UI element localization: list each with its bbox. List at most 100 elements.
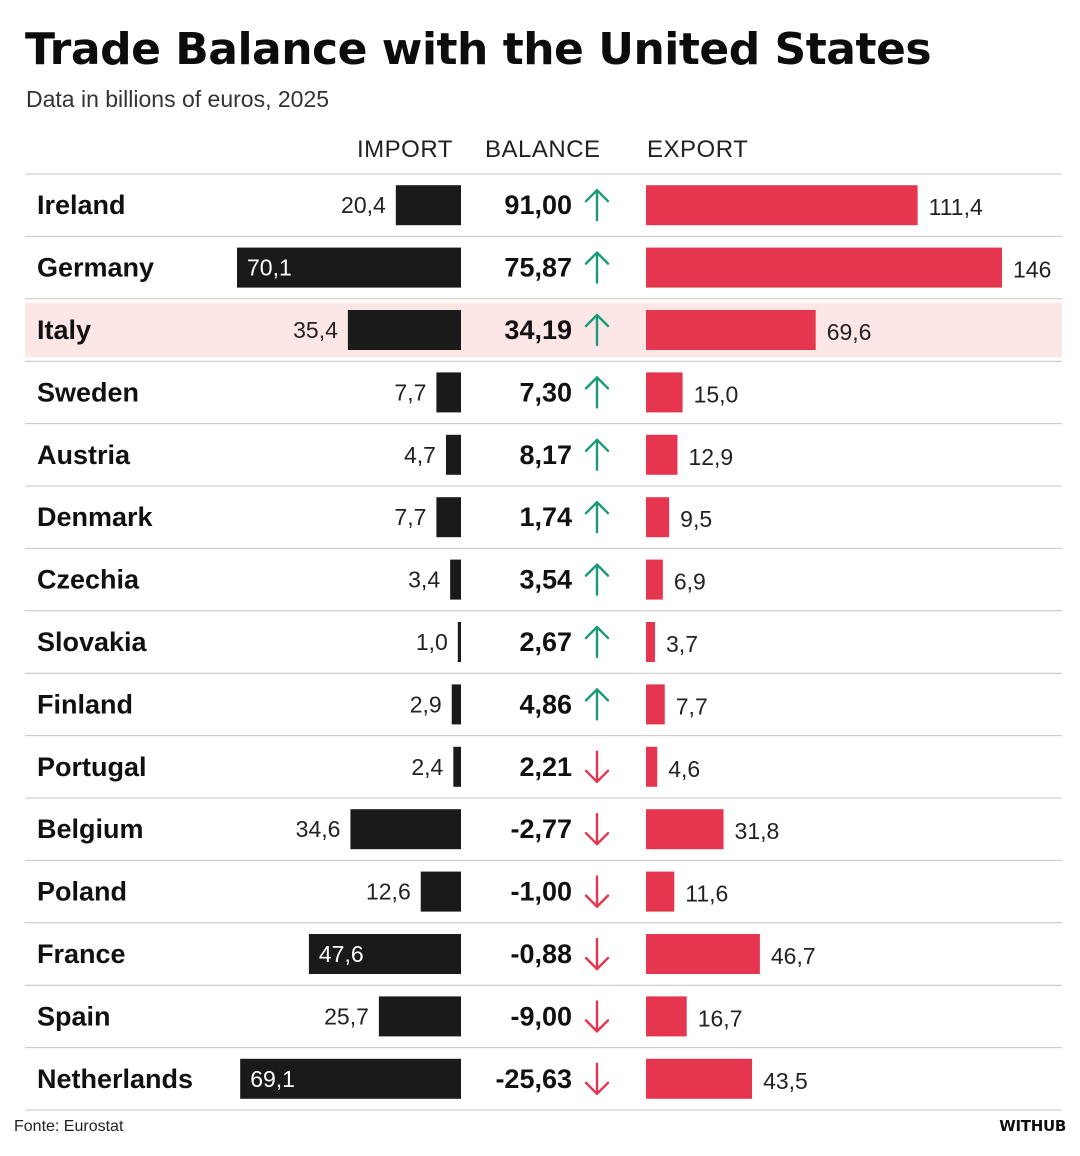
- balance-value-label: 91,00: [504, 190, 572, 220]
- arrow-head: [584, 688, 610, 702]
- export-bar: [646, 622, 656, 662]
- import-value-label: 12,6: [366, 879, 411, 905]
- export-value-label: 146: [1013, 257, 1051, 283]
- import-value-label: 2,4: [411, 754, 443, 780]
- country-label: Czechia: [37, 565, 140, 595]
- balance-value-label: 3,54: [519, 565, 572, 595]
- import-bar: [457, 622, 461, 662]
- export-value-label: 11,6: [685, 881, 728, 907]
- import-value-label: 34,6: [296, 816, 341, 842]
- column-header-balance: BALANCE: [485, 136, 601, 163]
- balance-value-label: -1,00: [510, 877, 572, 907]
- import-bar: [308, 934, 461, 974]
- import-bar: [378, 996, 461, 1037]
- import-value-label: 2,9: [410, 691, 442, 717]
- export-value-label: 6,9: [674, 569, 706, 595]
- import-value-label: 35,4: [293, 317, 338, 343]
- import-value-label: 4,7: [404, 442, 436, 468]
- source-note: Fonte: Eurostat: [14, 1118, 124, 1135]
- chart-title: Trade Balance with the United States: [25, 24, 932, 75]
- import-value-label: 7,7: [394, 379, 426, 405]
- arrow-head: [584, 1019, 610, 1033]
- import-bar: [436, 372, 461, 413]
- export-bar: [646, 310, 816, 350]
- country-label: Austria: [37, 440, 131, 470]
- export-bar: [646, 1058, 753, 1099]
- import-bar: [240, 1058, 461, 1099]
- export-value-label: 46,7: [771, 943, 816, 969]
- export-value-label: 9,5: [680, 506, 712, 532]
- arrow-head: [584, 625, 610, 640]
- arrow-down-icon: [584, 875, 610, 908]
- arrow-head: [584, 563, 610, 577]
- arrow-head: [584, 769, 610, 783]
- balance-value-label: -0,88: [510, 939, 572, 969]
- export-bar: [646, 247, 1002, 288]
- export-value-label: 16,7: [698, 1005, 743, 1031]
- column-header-export: EXPORT: [647, 136, 749, 163]
- import-value-label: 1,0: [416, 629, 448, 655]
- country-label: Netherlands: [37, 1064, 193, 1094]
- import-bar: [436, 497, 461, 538]
- highlight-band: [25, 302, 1062, 358]
- import-value-label: 70,1: [247, 255, 292, 281]
- export-value-label: 111,4: [929, 194, 983, 220]
- import-value-label: 3,4: [408, 567, 440, 593]
- country-label: Finland: [37, 689, 133, 719]
- balance-value-label: 7,30: [519, 377, 572, 407]
- country-label: Germany: [37, 253, 154, 283]
- arrow-up-icon: [584, 688, 610, 721]
- arrow-head: [584, 313, 610, 328]
- export-value-label: 12,9: [688, 444, 733, 470]
- export-bar: [646, 434, 678, 475]
- country-label: Italy: [37, 315, 91, 345]
- export-bar: [646, 871, 675, 912]
- balance-value-label: 2,21: [519, 752, 572, 782]
- import-bar: [453, 746, 461, 787]
- arrow-down-icon: [584, 750, 610, 783]
- country-label: Ireland: [37, 190, 126, 220]
- export-bar: [646, 934, 760, 974]
- arrow-head: [584, 832, 610, 846]
- balance-value-label: 75,87: [504, 253, 572, 283]
- arrow-head: [584, 376, 610, 390]
- arrow-down-icon: [584, 813, 610, 846]
- export-bar: [646, 497, 670, 538]
- export-bar: [646, 996, 687, 1037]
- arrow-up-icon: [584, 188, 610, 222]
- arrow-down-icon: [584, 937, 610, 971]
- import-bar: [451, 684, 461, 725]
- export-bar: [646, 809, 724, 850]
- export-bar: [646, 372, 683, 413]
- balance-value-label: -9,00: [510, 1001, 572, 1031]
- export-value-label: 3,7: [666, 631, 698, 657]
- country-label: Portugal: [37, 752, 147, 782]
- arrow-up-icon: [584, 438, 610, 471]
- import-bar: [420, 871, 461, 912]
- import-bar: [237, 247, 461, 288]
- arrow-head: [584, 956, 610, 971]
- export-value-label: 4,6: [668, 756, 700, 782]
- country-label: Belgium: [37, 814, 144, 844]
- balance-value-label: 8,17: [519, 440, 572, 470]
- import-bar: [350, 809, 461, 850]
- import-value-label: 25,7: [324, 1003, 369, 1029]
- export-value-label: 69,6: [827, 319, 872, 345]
- country-label: Spain: [37, 1001, 111, 1031]
- country-label: Slovakia: [37, 627, 148, 657]
- import-value-label: 69,1: [250, 1066, 295, 1092]
- balance-value-label: 4,86: [519, 689, 572, 719]
- country-label: France: [37, 939, 126, 969]
- arrow-up-icon: [584, 625, 610, 659]
- export-value-label: 31,8: [735, 818, 780, 844]
- balance-value-label: 2,67: [519, 627, 572, 657]
- arrow-up-icon: [584, 376, 610, 409]
- import-bar: [445, 434, 461, 475]
- export-bar: [646, 746, 658, 787]
- balance-value-label: 1,74: [519, 502, 572, 532]
- export-value-label: 43,5: [763, 1068, 808, 1094]
- arrow-head: [584, 438, 610, 452]
- country-label: Sweden: [37, 377, 139, 407]
- export-value-label: 15,0: [694, 381, 739, 407]
- arrow-up-icon: [584, 563, 610, 596]
